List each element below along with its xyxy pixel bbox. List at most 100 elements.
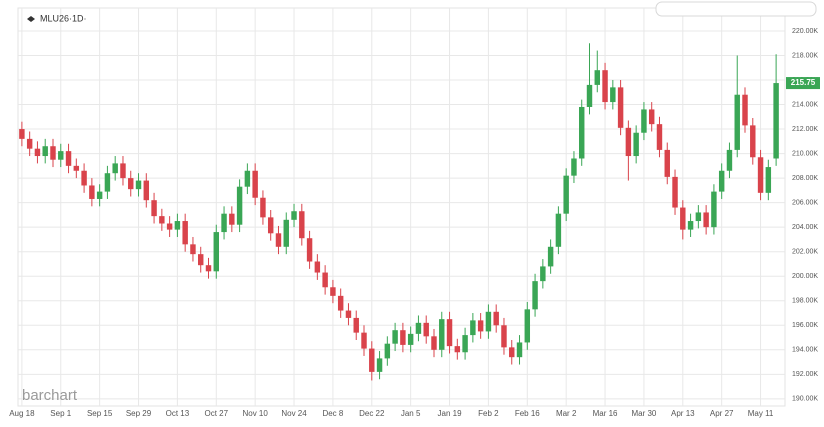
candle-body	[135, 180, 142, 190]
candle-body	[400, 330, 406, 345]
candle-body	[42, 146, 48, 157]
candle-body	[252, 170, 258, 198]
candle-body	[439, 319, 445, 350]
watermark: barchart	[22, 387, 78, 404]
candle-body	[299, 211, 305, 239]
candle-body	[283, 219, 289, 247]
y-tick-label: 190.00K	[792, 396, 818, 403]
candle-body	[711, 191, 717, 228]
candle-body	[415, 322, 422, 334]
y-tick-label: 214.00K	[792, 101, 818, 108]
eye-icon	[27, 16, 35, 22]
candle-body	[128, 178, 134, 190]
candle-body	[322, 272, 328, 288]
candle-body	[361, 332, 367, 349]
candle-body	[345, 310, 352, 318]
candle-body	[337, 295, 344, 311]
toolbar-box[interactable]	[655, 1, 817, 17]
candle-body	[656, 124, 663, 150]
candle-body	[314, 261, 321, 273]
y-tick-label: 202.00K	[792, 249, 818, 256]
candle-body	[353, 317, 359, 333]
candle-body	[58, 151, 64, 160]
candle-body	[190, 244, 196, 255]
candle-body	[555, 213, 562, 247]
x-tick-label: Mar 16	[593, 409, 618, 418]
candle-body	[594, 70, 600, 85]
x-tick-label: Jan 5	[401, 409, 421, 418]
candle-body	[50, 146, 56, 160]
candle-body	[516, 342, 523, 358]
candle-body	[330, 287, 336, 296]
candle-body	[493, 311, 499, 326]
x-tick-label: Dec 22	[359, 409, 385, 418]
candle-body	[275, 233, 282, 247]
candle-body	[773, 83, 779, 159]
candle-body	[586, 84, 593, 107]
candle-body	[579, 106, 585, 159]
x-tick-label: Aug 18	[9, 409, 35, 418]
candle-body	[524, 309, 531, 343]
candle-body	[680, 207, 686, 230]
candle-body	[96, 191, 103, 199]
x-tick-label: Feb 2	[478, 409, 499, 418]
candle-body	[81, 170, 87, 186]
candle-body	[757, 157, 764, 193]
candle-body	[431, 336, 437, 350]
x-tick-label: Nov 24	[281, 409, 307, 418]
candle-body	[198, 254, 204, 266]
candle-body	[742, 94, 748, 126]
y-tick-label: 200.00K	[792, 273, 818, 280]
x-tick-label: Dec 8	[322, 409, 343, 418]
candle-body	[213, 232, 219, 272]
y-tick-label: 208.00K	[792, 175, 818, 182]
candle-body	[376, 358, 383, 372]
candle-body	[648, 109, 655, 125]
candle-body	[120, 163, 126, 179]
candle-body	[547, 246, 554, 267]
candle-body	[306, 238, 313, 262]
candle-body	[166, 223, 173, 230]
y-tick-label: 196.00K	[792, 322, 818, 329]
candle-body	[750, 125, 756, 158]
candle-body	[221, 213, 227, 233]
x-tick-label: Feb 16	[515, 409, 540, 418]
candle-body	[384, 343, 391, 359]
x-tick-label: Sep 1	[50, 409, 71, 418]
grid	[18, 8, 785, 406]
x-tick-label: Mar 30	[631, 409, 656, 418]
y-tick-label: 206.00K	[792, 199, 818, 206]
candle-body	[641, 109, 647, 133]
candle-body	[610, 87, 616, 103]
candle-body	[182, 221, 188, 245]
candle-body	[392, 330, 398, 344]
candle-body	[174, 221, 181, 230]
candle-body	[625, 127, 632, 157]
candle-body	[563, 175, 569, 214]
candle-body	[765, 167, 772, 193]
x-tick-label: Oct 13	[166, 409, 190, 418]
y-tick-label: 198.00K	[792, 298, 818, 305]
x-tick-label: Nov 10	[242, 409, 268, 418]
candle-body	[151, 200, 157, 217]
candle-body	[65, 151, 72, 166]
candle-body	[633, 132, 639, 157]
candle-body	[19, 129, 25, 139]
y-tick-label: 220.00K	[792, 28, 818, 35]
candle-body	[112, 163, 118, 174]
chart-title: MLU26·1D·	[40, 13, 87, 23]
candle-body	[664, 149, 670, 177]
y-tick-label: 210.00K	[792, 150, 818, 157]
candle-body	[244, 170, 251, 187]
candle-body	[73, 165, 80, 171]
candle-body	[703, 212, 709, 228]
candle-body	[407, 333, 414, 345]
candle-body	[229, 213, 235, 225]
x-tick-label: Mar 2	[556, 409, 577, 418]
candle-body	[446, 319, 453, 347]
candle-body	[143, 180, 150, 201]
candle-body	[532, 281, 538, 310]
candle-body	[501, 325, 507, 348]
candle-body	[260, 197, 266, 218]
